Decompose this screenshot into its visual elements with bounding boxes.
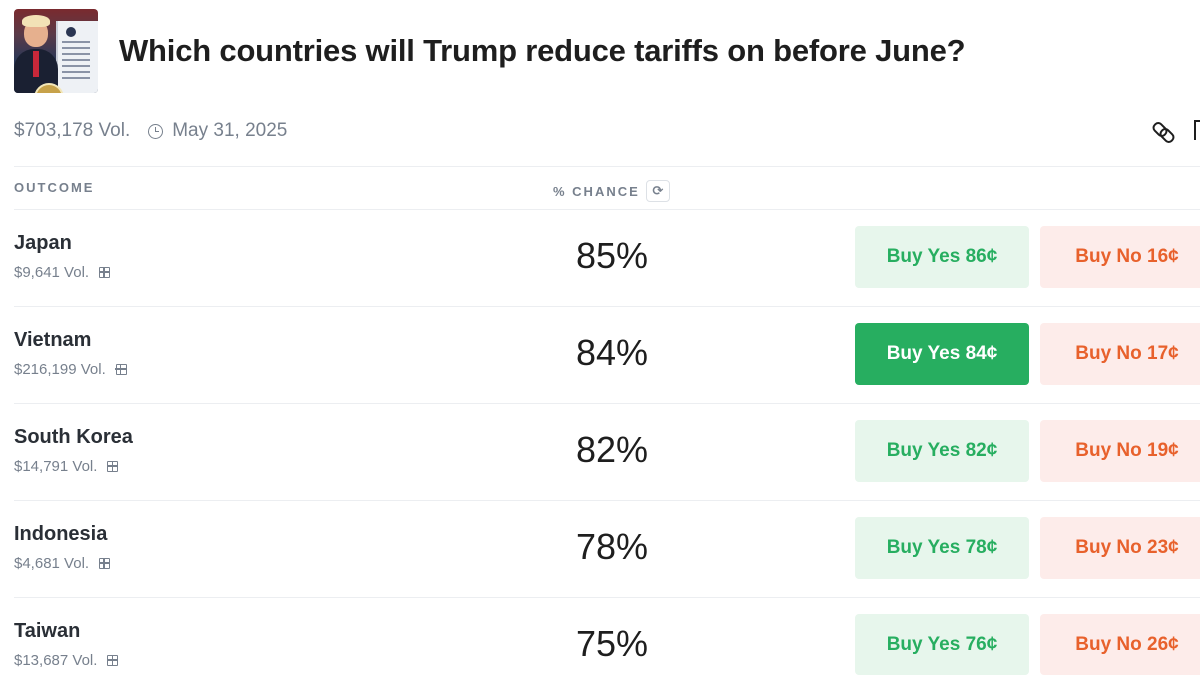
buy-no-button[interactable]: Buy No 26¢ <box>1040 614 1200 675</box>
gift-icon[interactable] <box>98 266 111 278</box>
market-title: Which countries will Trump reduce tariff… <box>119 33 966 68</box>
market-thumbnail[interactable] <box>14 9 98 93</box>
divider <box>14 500 1200 501</box>
outcome-volume: $216,199 Vol. <box>14 361 127 378</box>
outcome-volume-text: $13,687 Vol. <box>14 652 98 669</box>
market-header: Which countries will Trump reduce tariff… <box>14 9 966 93</box>
buy-yes-button[interactable]: Buy Yes 76¢ <box>855 614 1029 675</box>
outcome-chance: 78% <box>576 526 649 567</box>
buy-no-button[interactable]: Buy No 16¢ <box>1040 226 1200 288</box>
outcome-row-taiwan[interactable]: Taiwan $13,687 Vol. 75% Buy Yes 76¢ Buy … <box>14 597 1200 675</box>
outcome-volume-text: $216,199 Vol. <box>14 361 106 378</box>
outcome-volume-text: $14,791 Vol. <box>14 458 98 475</box>
outcome-name: Japan <box>14 232 72 254</box>
divider <box>14 166 1200 167</box>
tie-shape <box>33 51 39 77</box>
column-header-chance: % CHANCE ⟳ <box>553 180 670 202</box>
gift-icon[interactable] <box>106 460 119 472</box>
outcome-row-south-korea[interactable]: South Korea $14,791 Vol. 82% Buy Yes 82¢… <box>14 403 1200 500</box>
buy-yes-button[interactable]: Buy Yes 82¢ <box>855 420 1029 482</box>
gift-icon[interactable] <box>115 363 127 375</box>
outcome-name: South Korea <box>14 426 133 448</box>
hair-shape <box>22 15 50 27</box>
outcome-volume-text: $9,641 Vol. <box>14 264 90 281</box>
outcome-volume: $9,641 Vol. <box>14 264 111 281</box>
market-actions <box>1150 119 1200 146</box>
refresh-icon[interactable]: ⟳ <box>645 180 670 202</box>
outcome-chance: 84% <box>576 332 649 373</box>
outcome-volume-text: $4,681 Vol. <box>14 555 90 572</box>
buy-yes-button[interactable]: Buy Yes 84¢ <box>855 323 1029 385</box>
clock-icon <box>148 123 164 139</box>
buy-yes-button[interactable]: Buy Yes 86¢ <box>855 226 1029 288</box>
market-meta: $703,178 Vol. May 31, 2025 <box>14 120 287 142</box>
outcome-chance: 85% <box>576 235 649 276</box>
link-icon[interactable] <box>1150 119 1177 146</box>
buy-no-button[interactable]: Buy No 19¢ <box>1040 420 1200 482</box>
sign-text-lines <box>62 41 90 81</box>
divider <box>14 306 1200 307</box>
outcome-name: Vietnam <box>14 329 92 351</box>
market-volume: $703,178 Vol. <box>14 120 131 141</box>
outcome-row-indonesia[interactable]: Indonesia $4,681 Vol. 78% Buy Yes 78¢ Bu… <box>14 500 1200 597</box>
outcome-chance: 82% <box>576 429 649 470</box>
buy-no-button[interactable]: Buy No 17¢ <box>1040 323 1200 385</box>
outcome-name: Indonesia <box>14 523 108 545</box>
outcome-volume: $4,681 Vol. <box>14 555 111 572</box>
outcome-chance: 75% <box>576 623 649 664</box>
column-header-chance-label: % CHANCE <box>553 183 640 199</box>
column-header-outcome: OUTCOME <box>14 180 95 195</box>
divider <box>14 403 1200 404</box>
outcome-volume: $14,791 Vol. <box>14 458 119 475</box>
buy-no-button[interactable]: Buy No 23¢ <box>1040 517 1200 579</box>
bookmark-icon[interactable] <box>1194 120 1200 140</box>
outcome-row-vietnam[interactable]: Vietnam $216,199 Vol. 84% Buy Yes 84¢ Bu… <box>14 306 1200 403</box>
outcome-row-japan[interactable]: Japan $9,641 Vol. 85% Buy Yes 86¢ Buy No… <box>14 209 1200 306</box>
gift-icon[interactable] <box>98 557 111 569</box>
outcome-name: Taiwan <box>14 620 81 642</box>
divider <box>14 209 1200 210</box>
gift-icon[interactable] <box>106 654 119 666</box>
buy-yes-button[interactable]: Buy Yes 78¢ <box>855 517 1029 579</box>
market-end-date: May 31, 2025 <box>172 120 288 141</box>
divider <box>14 597 1200 598</box>
outcome-volume: $13,687 Vol. <box>14 652 119 669</box>
